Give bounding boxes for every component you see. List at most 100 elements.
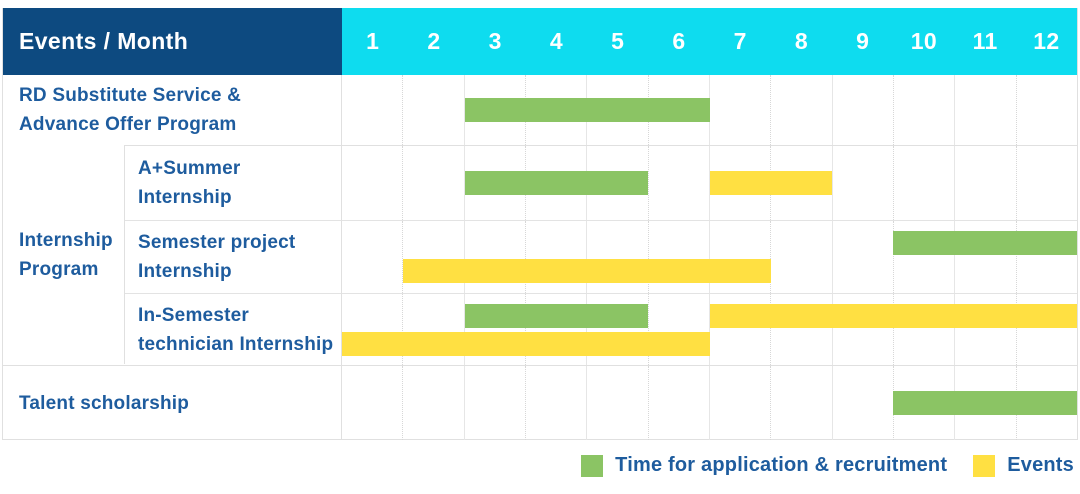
month-cell: [833, 221, 894, 293]
row-label: In-Semester technician Internship: [125, 293, 342, 365]
gantt-row: RD Substitute Service & Advance Offer Pro…: [3, 75, 1077, 145]
month-header-4: 4: [549, 28, 563, 54]
month-cell: [649, 366, 710, 440]
header-events-month-cell: Events / Month: [3, 8, 342, 75]
gantt-bar-application: [893, 391, 1077, 415]
gantt-bar-event: [342, 331, 710, 356]
legend-item-application: Time for application & recruitment: [581, 454, 947, 477]
header-row: Events / Month 1 2 3 4 5 6 7 8 9 10 11 12: [3, 8, 1077, 75]
month-cell: [771, 366, 833, 440]
month-cell: [465, 366, 526, 440]
gantt-row: A+Summer Internship: [3, 145, 1077, 220]
month-header-9: 9: [856, 28, 870, 54]
month-cell: [526, 366, 588, 440]
row-label: Talent scholarship: [3, 366, 342, 440]
row-label: Semester project Internship: [125, 220, 342, 293]
legend: Time for application & recruitment Event…: [581, 454, 1074, 477]
bar-line: [342, 259, 1077, 283]
month-header-6: 6: [672, 28, 686, 54]
row-label-line: Internship: [138, 261, 232, 282]
month-cell: [403, 75, 465, 145]
month-cell: [710, 221, 772, 293]
month-cell: [465, 221, 526, 293]
month-cell: [833, 75, 894, 145]
month-grid: [342, 75, 1077, 145]
row-label-line: Internship: [138, 187, 232, 208]
gantt-table: Events / Month 1 2 3 4 5 6 7 8 9 10 11 12 RD Substi…: [2, 8, 1078, 440]
bar-line: [342, 391, 1077, 415]
month-cell: [894, 146, 956, 220]
application-color-swatch: [581, 454, 604, 477]
month-header-11: 11: [972, 28, 998, 54]
month-cell: [342, 221, 404, 293]
month-cell: [833, 294, 894, 365]
gantt-bar-application: [464, 303, 649, 328]
month-cell: [771, 294, 833, 365]
month-header-12: 12: [1033, 28, 1060, 54]
month-cell: [771, 75, 833, 145]
row-label-line: In-Semester: [138, 304, 249, 326]
event-color-swatch: [973, 454, 996, 477]
month-header-5: 5: [611, 28, 625, 54]
month-cell: [587, 366, 649, 440]
month-cell: [894, 294, 956, 365]
gantt-row: In-Semester technician Internship: [3, 293, 1077, 365]
row-label-line: technician Internship: [138, 333, 334, 355]
month-cell: [587, 221, 649, 293]
gantt-bar-event: [709, 303, 1077, 328]
month-cell: [955, 146, 1017, 220]
gantt-bar-application: [893, 231, 1077, 255]
legend-item-events: Events: [973, 454, 1074, 477]
month-cell: [403, 146, 465, 220]
month-header-2: 2: [427, 28, 441, 54]
month-cell: [955, 75, 1017, 145]
bar-line: [342, 331, 1077, 356]
row-label: A+Summer Internship: [125, 146, 342, 220]
month-cell: [955, 294, 1017, 365]
gantt-bar-event: [709, 171, 832, 195]
month-cell: [771, 221, 833, 293]
month-cell: [526, 221, 588, 293]
month-header-10: 10: [910, 28, 937, 54]
row-label-line: A+Summer: [138, 158, 241, 179]
month-header-7: 7: [733, 28, 747, 54]
month-cell: [342, 75, 404, 145]
gantt-row: Talent scholarship: [3, 365, 1077, 440]
month-cell: [649, 221, 710, 293]
month-grid: [342, 293, 1077, 365]
bar-line: [342, 303, 1077, 328]
month-cell: [894, 221, 956, 293]
month-cell: [649, 294, 710, 365]
gantt-bar-application: [464, 98, 710, 122]
row-label: RD Substitute Service & Advance Offer Pro…: [3, 75, 342, 145]
bar-line: [342, 98, 1077, 122]
month-cell: [342, 294, 404, 365]
month-header-strip: 1 2 3 4 5 6 7 8 9 10 11 12: [342, 8, 1077, 75]
month-cell: [955, 221, 1017, 293]
gantt-bar-application: [464, 171, 649, 195]
month-cell: [342, 146, 404, 220]
month-header-8: 8: [794, 28, 808, 54]
month-cell: [342, 366, 404, 440]
month-cell: [833, 146, 894, 220]
month-cell: [710, 75, 772, 145]
month-cell: [587, 294, 649, 365]
group-label-line: Internship: [19, 229, 113, 251]
gantt-bar-event: [403, 259, 771, 283]
month-grid: [342, 366, 1077, 440]
bar-line: [342, 171, 1077, 195]
legend-label-application: Time for application & recruitment: [615, 454, 948, 476]
month-header-1: 1: [366, 28, 380, 54]
month-cell: [403, 294, 465, 365]
gantt-row: Semester project Internship: [3, 220, 1077, 293]
bar-line: [342, 231, 1077, 255]
month-cell: [771, 146, 833, 220]
group-label-internship-program: Internship Program: [3, 145, 125, 364]
legend-label-events: Events: [1007, 454, 1074, 476]
month-cell: [526, 294, 588, 365]
month-cell: [649, 146, 710, 220]
row-label-line: Semester project: [138, 232, 296, 253]
month-cell: [403, 221, 465, 293]
month-cell: [894, 75, 956, 145]
